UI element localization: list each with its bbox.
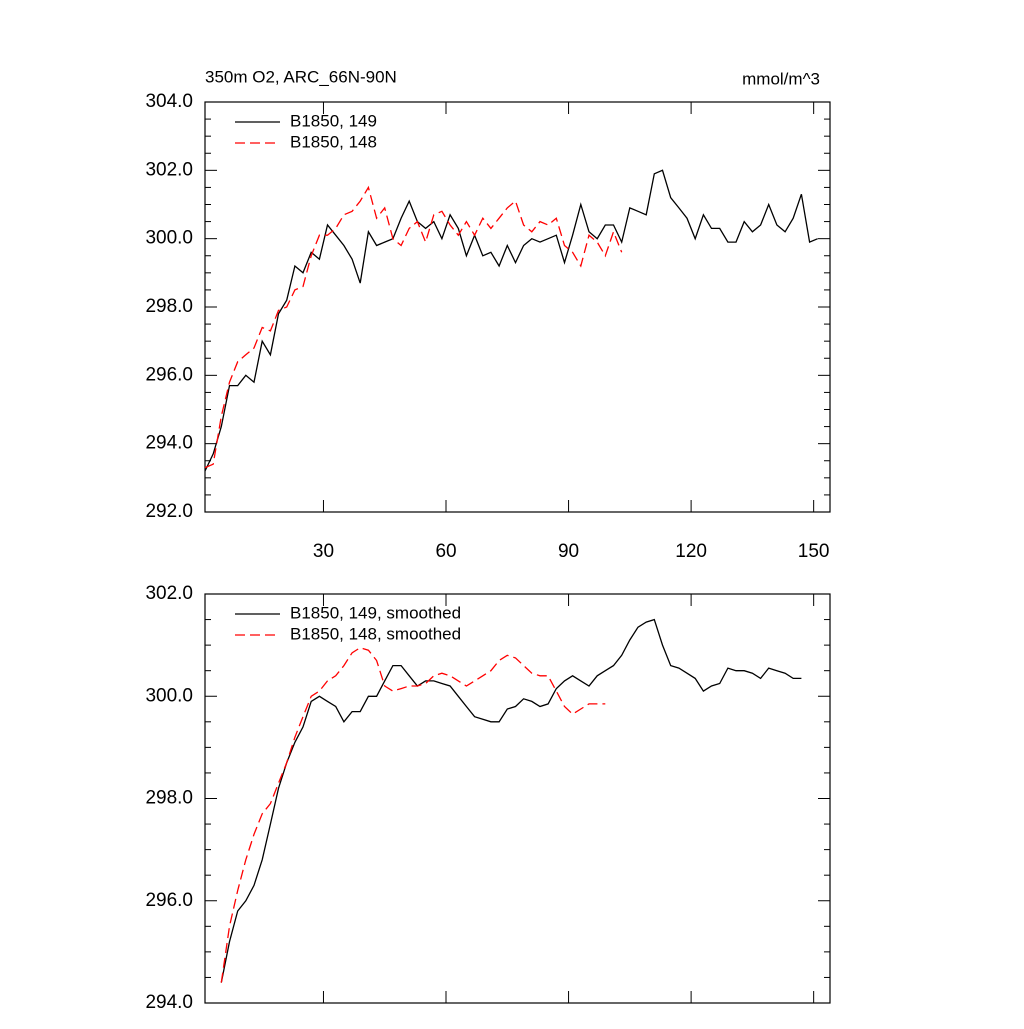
y-tick-label: 302.0	[145, 583, 193, 604]
y-tick-label: 302.0	[145, 159, 193, 180]
y-tick-label: 300.0	[145, 685, 193, 706]
legend-label: B1850, 149	[290, 111, 377, 130]
y-tick-label: 298.0	[145, 296, 193, 317]
series-line	[220, 646, 606, 983]
series-line	[204, 169, 818, 472]
x-tick-label: 150	[798, 541, 830, 562]
legend-label: B1850, 148, smoothed	[290, 624, 461, 643]
legend-label: B1850, 148	[290, 132, 377, 151]
x-tick-label: 90	[558, 541, 579, 562]
legend-label: B1850, 149, smoothed	[290, 603, 461, 622]
chart-title: 350m O2, ARC_66N-90N	[205, 67, 397, 86]
y-tick-label: 294.0	[145, 433, 193, 454]
y-tick-label: 298.0	[145, 788, 193, 809]
y-tick-label: 292.0	[145, 501, 193, 522]
y-tick-label: 300.0	[145, 228, 193, 249]
x-tick-label: 30	[313, 541, 334, 562]
y-tick-label: 296.0	[145, 364, 193, 385]
plot-frame	[204, 101, 831, 513]
y-tick-label: 294.0	[145, 992, 193, 1013]
series-line	[204, 185, 623, 469]
x-tick-label: 120	[675, 541, 707, 562]
y-tick-label: 304.0	[145, 91, 193, 112]
plot-frame	[204, 593, 831, 1004]
series-line	[220, 618, 802, 983]
x-tick-label: 60	[435, 541, 456, 562]
units-label: mmol/m^3	[742, 69, 820, 88]
y-tick-label: 296.0	[145, 890, 193, 911]
